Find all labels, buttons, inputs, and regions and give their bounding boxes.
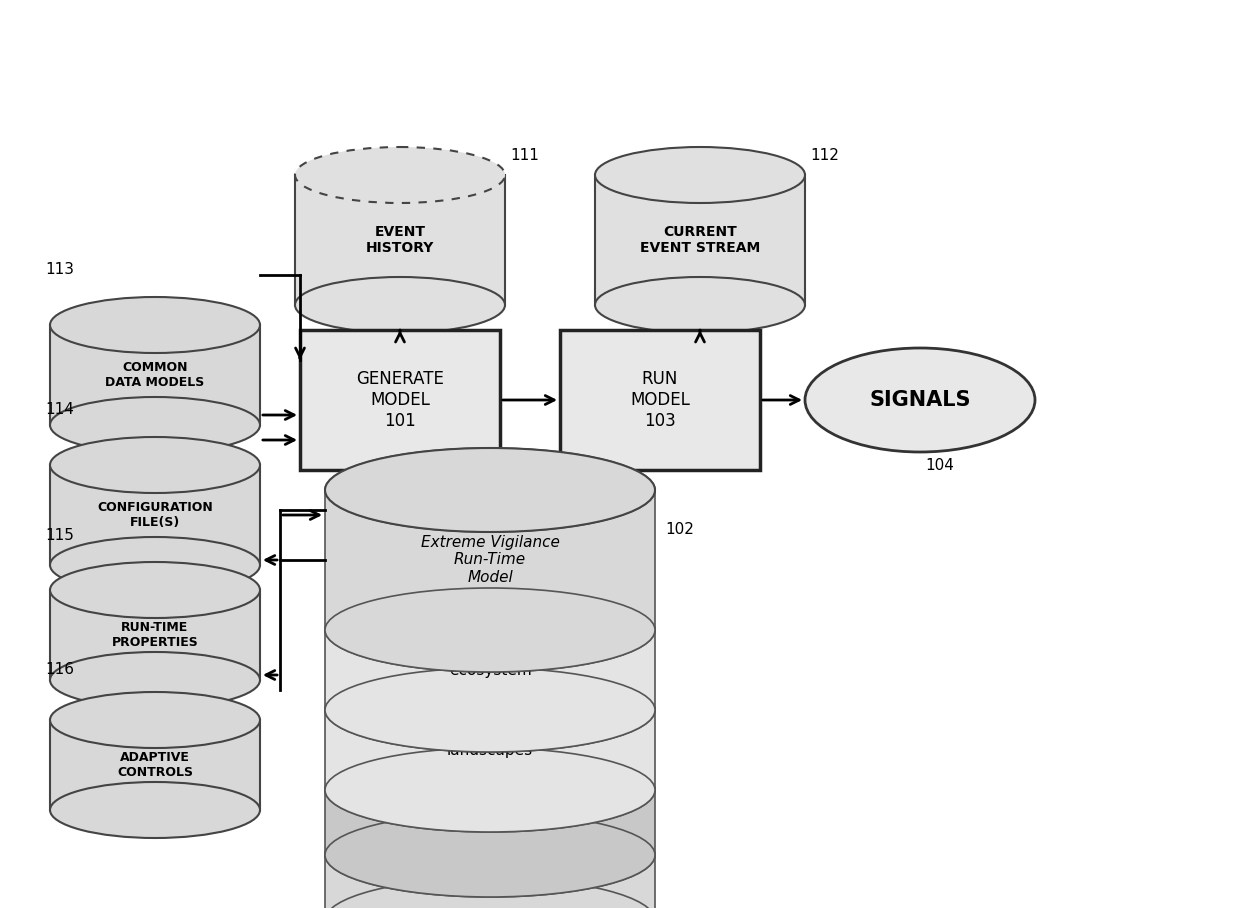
Text: 111: 111 (510, 147, 539, 163)
Bar (325, 855, 655, 908)
Text: COMMON
DATA MODELS: COMMON DATA MODELS (105, 361, 205, 389)
Text: 116: 116 (45, 663, 74, 677)
Text: RUN
MODEL
103: RUN MODEL 103 (630, 370, 689, 429)
Text: 102: 102 (665, 522, 694, 538)
Bar (300, 330, 500, 470)
Text: 104: 104 (925, 458, 954, 472)
Bar (325, 630, 655, 710)
Bar (325, 490, 655, 630)
Bar (560, 330, 760, 470)
Text: ADAPTIVE
CONTROLS: ADAPTIVE CONTROLS (117, 751, 193, 779)
Bar (50, 590, 260, 680)
Text: GENERATE
MODEL
101: GENERATE MODEL 101 (356, 370, 444, 429)
Ellipse shape (50, 397, 260, 453)
Text: ecosystem: ecosystem (449, 663, 532, 677)
Text: graphs: graphs (464, 880, 516, 895)
Bar (295, 175, 505, 305)
Bar (50, 325, 260, 425)
Ellipse shape (325, 448, 655, 532)
Text: RUN-TIME
PROPERTIES: RUN-TIME PROPERTIES (112, 621, 198, 649)
Bar (325, 790, 655, 855)
Ellipse shape (595, 277, 805, 333)
Ellipse shape (50, 437, 260, 493)
Text: CONFIGURATION
FILE(S): CONFIGURATION FILE(S) (97, 501, 213, 529)
Ellipse shape (325, 668, 655, 752)
Ellipse shape (50, 562, 260, 618)
Ellipse shape (325, 813, 655, 897)
Text: 113: 113 (45, 262, 74, 278)
Text: 115: 115 (45, 528, 74, 542)
Text: terrains: terrains (460, 815, 520, 830)
Text: CURRENT
EVENT STREAM: CURRENT EVENT STREAM (640, 225, 760, 255)
Bar (50, 720, 260, 810)
Ellipse shape (325, 748, 655, 832)
Ellipse shape (50, 692, 260, 748)
Ellipse shape (50, 652, 260, 708)
Text: landscapes: landscapes (446, 743, 533, 757)
Bar (50, 465, 260, 565)
Ellipse shape (325, 588, 655, 672)
Ellipse shape (295, 147, 505, 203)
Ellipse shape (325, 878, 655, 908)
Ellipse shape (295, 277, 505, 333)
Ellipse shape (325, 813, 655, 897)
Ellipse shape (805, 348, 1035, 452)
Bar (325, 710, 655, 790)
Text: 112: 112 (810, 147, 839, 163)
Text: 114: 114 (45, 402, 74, 418)
Ellipse shape (50, 297, 260, 353)
Bar (595, 175, 805, 305)
Text: EVENT
HISTORY: EVENT HISTORY (366, 225, 434, 255)
Ellipse shape (325, 748, 655, 832)
Ellipse shape (325, 448, 655, 532)
Ellipse shape (50, 537, 260, 593)
Ellipse shape (325, 668, 655, 752)
Ellipse shape (595, 147, 805, 203)
Ellipse shape (50, 782, 260, 838)
Text: Extreme Vigilance
Run-Time
Model: Extreme Vigilance Run-Time Model (420, 535, 559, 585)
Text: SIGNALS: SIGNALS (869, 390, 971, 410)
Ellipse shape (325, 588, 655, 672)
